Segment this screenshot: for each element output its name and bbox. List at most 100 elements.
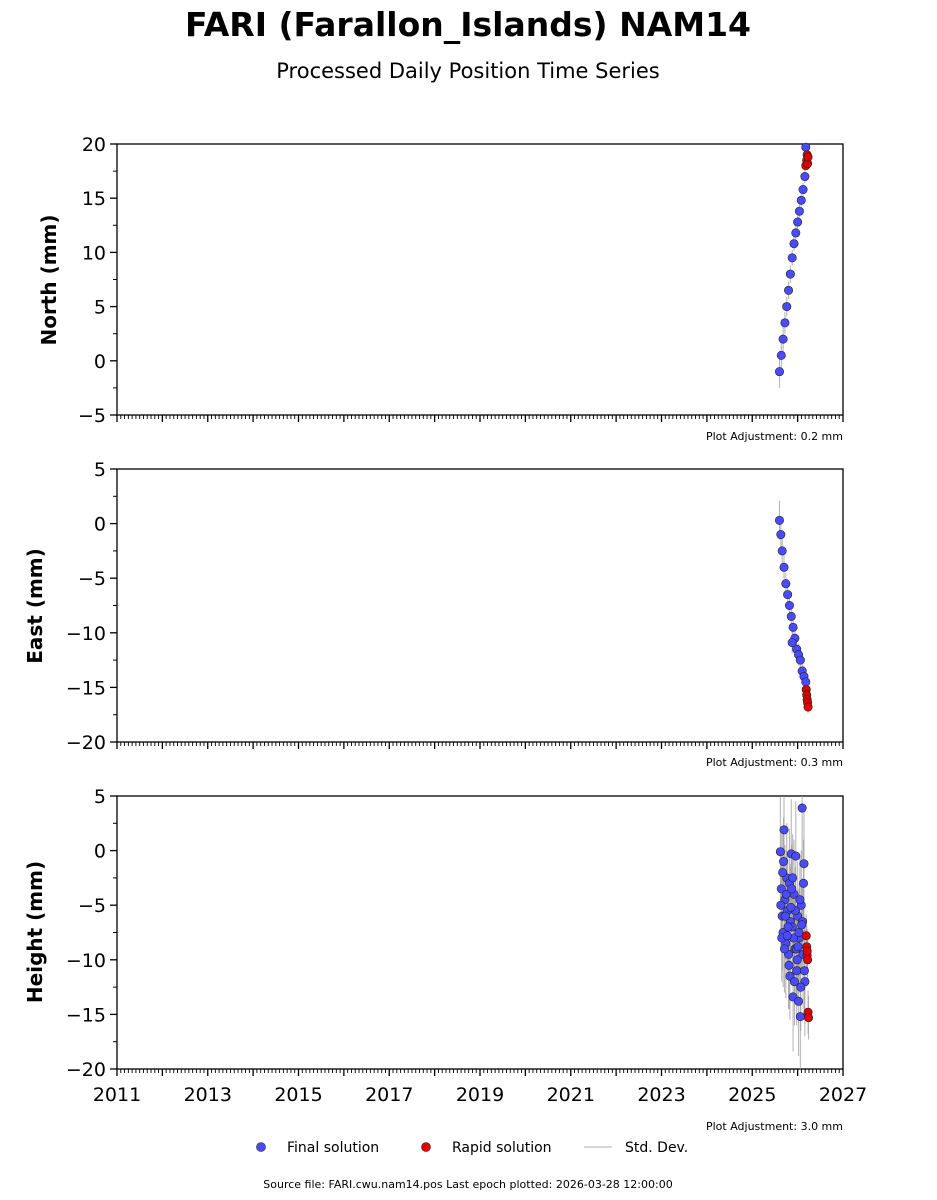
y-tick-label: 0: [94, 514, 106, 536]
legend-final-marker: [256, 1142, 266, 1152]
y-tick-label: −5: [78, 405, 106, 427]
y-tick-label: 0: [94, 841, 106, 863]
final-solution-point: [788, 873, 798, 883]
final-solution-point: [774, 367, 784, 377]
final-solution-point: [775, 847, 785, 857]
final-solution-point: [797, 803, 807, 813]
y-tick-label: −5: [78, 568, 106, 590]
source-footer: Source file: FARI.cwu.nam14.pos Last epo…: [263, 1178, 672, 1191]
final-solution-point: [794, 996, 804, 1006]
rapid-solution-point: [802, 946, 812, 956]
y-tick-label: −10: [66, 623, 106, 645]
y-tick-label: −15: [66, 1004, 106, 1026]
figure-title: FARI (Farallon_Islands) NAM14: [185, 5, 751, 44]
final-solution-point: [774, 515, 784, 525]
final-solution-point: [791, 228, 801, 238]
legend-rapid-marker: [421, 1142, 431, 1152]
y-tick-label: 20: [82, 134, 106, 156]
panel-north: −5 0 5 10 15 20 North (mm) Plot Adjustment: 0…: [37, 134, 844, 443]
final-solution-point: [783, 922, 793, 932]
final-solution-point: [799, 859, 809, 869]
y-tick-label: −20: [66, 732, 106, 754]
final-solution-point: [782, 302, 792, 312]
panel-north-ticks: −5 0 5 10 15 20: [78, 134, 844, 427]
legend-stddev-label: Std. Dev.: [625, 1140, 688, 1156]
final-solution-point: [788, 622, 798, 632]
figure-subtitle: Processed Daily Position Time Series: [276, 59, 660, 83]
panel-east: −20 −15 −10 −5 0 5 East (mm) Plot Adjustment:…: [23, 459, 844, 769]
x-tick-label: 2027: [819, 1084, 867, 1106]
rapid-solution-point: [801, 931, 811, 941]
panel-north-ylabel: North (mm): [37, 214, 61, 345]
y-tick-label: 5: [94, 786, 106, 808]
final-solution-point: [779, 562, 789, 572]
x-tick-label: 2025: [728, 1084, 776, 1106]
x-tick-label: 2013: [184, 1084, 232, 1106]
final-solution-point: [779, 825, 789, 835]
panel-east-ylabel: East (mm): [23, 548, 47, 664]
final-solution-point: [778, 867, 788, 877]
final-solution-point: [786, 611, 796, 621]
final-solution-point: [796, 982, 806, 992]
x-tick-label: 2015: [274, 1084, 322, 1106]
rapid-solution-point: [803, 702, 813, 712]
final-solution-point: [795, 1012, 805, 1022]
final-solution-point: [777, 546, 787, 556]
x-tick-label: 2019: [456, 1084, 504, 1106]
final-solution-point: [798, 185, 808, 195]
final-solution-point: [787, 253, 797, 263]
final-solution-point: [799, 878, 809, 888]
final-solution-point: [784, 960, 794, 970]
panel-height-ylabel: Height (mm): [23, 861, 47, 1003]
final-solution-point: [776, 350, 786, 360]
final-solution-point: [797, 920, 807, 930]
final-solution-point: [789, 977, 799, 987]
x-tick-label: 2023: [637, 1084, 685, 1106]
final-solution-point: [785, 269, 795, 279]
final-solution-point: [799, 966, 809, 976]
legend: Final solution Rapid solution Std. Dev.: [256, 1140, 688, 1156]
final-solution-point: [787, 884, 797, 894]
final-solution-point: [786, 902, 796, 912]
final-solution-point: [779, 944, 789, 954]
final-solution-point: [795, 655, 805, 665]
final-solution-point: [784, 285, 794, 295]
y-tick-label: −5: [78, 895, 106, 917]
final-solution-point: [782, 931, 792, 941]
final-solution-point: [781, 579, 791, 589]
x-tick-label: 2017: [365, 1084, 413, 1106]
final-solution-point: [801, 142, 811, 152]
y-tick-label: 10: [82, 242, 106, 264]
y-tick-label: 0: [94, 351, 106, 373]
final-solution-point: [795, 895, 805, 905]
panel-height-frame: [116, 795, 844, 1070]
panel-height-points: [775, 803, 814, 1023]
final-solution-point: [792, 955, 802, 965]
panel-height: −20 −15 −10 −5 0 5 2011 2013 2015 2017 2019 2021 202…: [23, 786, 867, 1133]
legend-rapid-label: Rapid solution: [452, 1140, 552, 1156]
panel-north-frame: [116, 143, 844, 416]
final-solution-point: [787, 638, 797, 648]
final-solution-point: [780, 318, 790, 328]
y-tick-label: 5: [94, 459, 106, 481]
final-solution-point: [789, 239, 799, 249]
final-solution-point: [794, 206, 804, 216]
x-tick-label: 2021: [547, 1084, 595, 1106]
final-solution-point: [776, 530, 786, 540]
panel-height-ticks: −20 −15 −10 −5 0 5 2011 2013 2015 2017 2019 2021 202…: [66, 786, 867, 1106]
y-tick-label: −10: [66, 950, 106, 972]
final-solution-point: [793, 217, 803, 227]
panel-east-frame: [116, 468, 844, 743]
panel-east-ticks: −20 −15 −10 −5 0 5: [66, 459, 844, 754]
panel-north-points: [774, 142, 813, 377]
rapid-solution-point: [804, 1013, 814, 1023]
legend-final-label: Final solution: [287, 1140, 379, 1156]
rapid-solution-point: [803, 152, 813, 162]
panel-east-points: [774, 515, 813, 712]
y-tick-label: 5: [94, 297, 106, 319]
panel-height-adjustment: Plot Adjustment: 3.0 mm: [706, 1120, 843, 1133]
panel-north-adjustment: Plot Adjustment: 0.2 mm: [706, 430, 843, 443]
final-solution-point: [781, 889, 791, 899]
final-solution-point: [792, 966, 802, 976]
